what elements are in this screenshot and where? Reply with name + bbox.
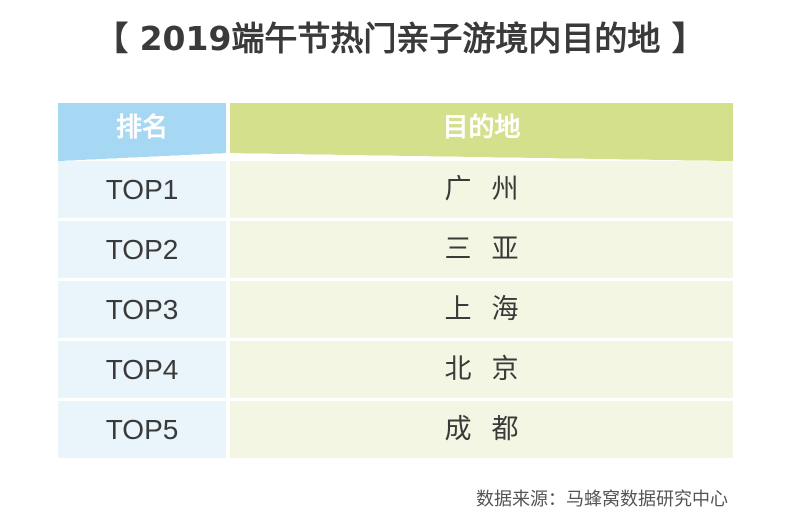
rank-cell: TOP5	[58, 401, 226, 458]
destination-cell: 广州	[230, 161, 733, 218]
header-rank-cell: 排名	[58, 103, 226, 161]
chart-title: 【 2019端午节热门亲子游境内目的地 】	[95, 19, 705, 58]
header-rank-label: 排名	[115, 113, 168, 143]
header-destination-label: 目的地	[442, 113, 521, 143]
table-row: TOP1 广州	[58, 161, 733, 218]
ranking-table: 排名 目的地 TOP1 广州 TOP2 三亚 TOP3 上海 TOP4 北京 T…	[58, 103, 733, 467]
rank-cell: TOP3	[58, 281, 226, 338]
table-body: TOP1 广州 TOP2 三亚 TOP3 上海 TOP4 北京 TOP5 成都	[58, 161, 733, 458]
table-row: TOP3 上海	[58, 281, 733, 338]
table-row: TOP5 成都	[58, 401, 733, 458]
table-row: TOP2 三亚	[58, 221, 733, 278]
table-row: TOP4 北京	[58, 341, 733, 398]
rank-cell: TOP1	[58, 161, 226, 218]
data-source-note: 数据来源：马蜂窝数据研究中心	[476, 489, 728, 510]
rank-cell: TOP2	[58, 221, 226, 278]
header-destination-cell: 目的地	[230, 103, 733, 161]
rank-cell: TOP4	[58, 341, 226, 398]
destination-cell: 成都	[230, 401, 733, 458]
destination-cell: 三亚	[230, 221, 733, 278]
destination-cell: 北京	[230, 341, 733, 398]
destination-cell: 上海	[230, 281, 733, 338]
